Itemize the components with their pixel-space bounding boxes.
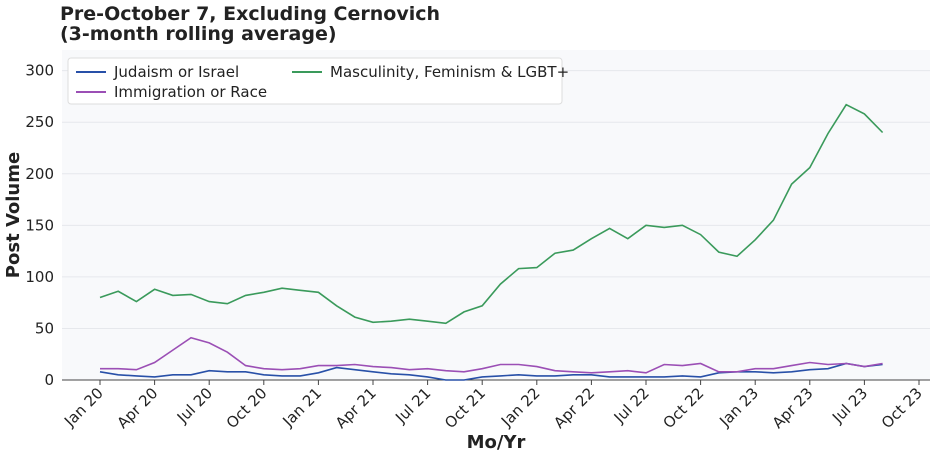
x-tick-label: Apr 21 <box>332 384 380 432</box>
x-tick-label: Apr 23 <box>769 384 817 432</box>
x-tick-label: Jul 20 <box>173 384 216 427</box>
y-tick-label: 300 <box>25 62 54 80</box>
y-tick-label: 200 <box>25 165 54 183</box>
plot-area <box>62 50 930 380</box>
y-tick-label: 50 <box>35 319 54 337</box>
legend-box <box>67 57 563 105</box>
series-line <box>99 362 883 381</box>
x-tick-label: Oct 23 <box>878 384 926 432</box>
legend-label: Judaism or Israel <box>113 63 239 81</box>
x-tick-label: Jan 21 <box>279 384 326 431</box>
y-tick-label: 0 <box>44 371 54 389</box>
x-tick-label: Jan 20 <box>60 384 107 431</box>
series-line <box>100 336 883 374</box>
x-tick-label: Jul 22 <box>610 384 653 427</box>
x-tick-label: Oct 20 <box>223 384 271 432</box>
y-axis-title: Post Volume <box>3 152 24 278</box>
legend-label: Masculinity, Feminism & LGBT+ <box>330 63 569 81</box>
x-tick-label: Jan 22 <box>497 384 544 431</box>
y-tick-label: 250 <box>25 113 54 131</box>
x-tick-label: Jul 21 <box>391 384 434 427</box>
x-tick-label: Oct 22 <box>659 384 707 432</box>
chart-subtitle: (3-month rolling average) <box>60 23 337 45</box>
x-tick-label: Jul 23 <box>828 384 871 427</box>
y-tick-label: 100 <box>25 268 54 286</box>
x-axis-title: Mo/Yr <box>467 432 526 453</box>
x-tick-label: Apr 22 <box>550 384 598 432</box>
x-tick-label: Jan 23 <box>715 384 762 431</box>
y-tick-label: 150 <box>25 216 54 234</box>
x-tick-label: Oct 21 <box>441 384 489 432</box>
chart-title: Pre-October 7, Excluding Cernovich <box>60 3 440 25</box>
legend-label: Immigration or Race <box>114 83 267 101</box>
x-tick-label: Apr 20 <box>113 384 161 432</box>
series-line <box>99 103 884 325</box>
